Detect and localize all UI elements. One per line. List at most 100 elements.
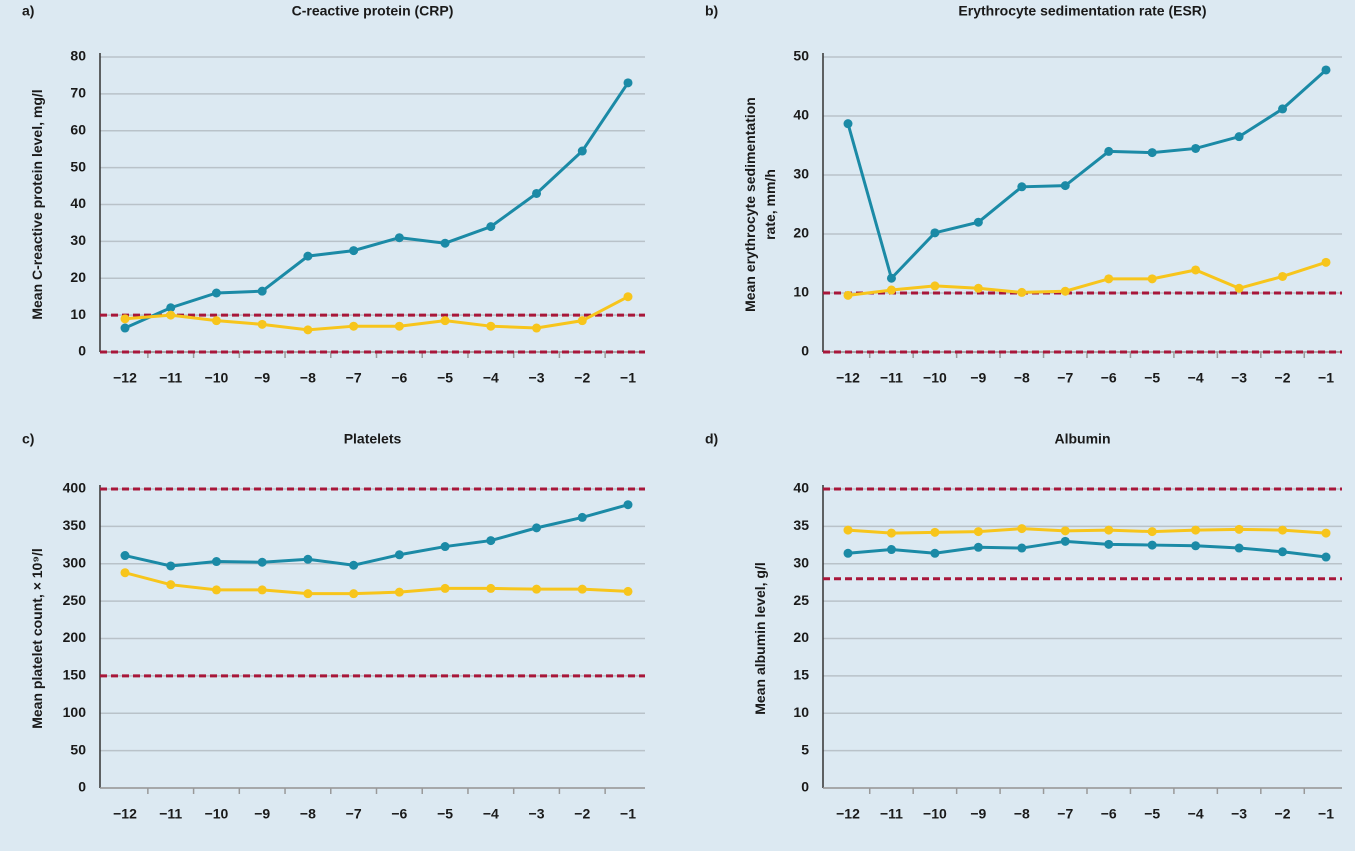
x-tick-label: −1 bbox=[1318, 370, 1334, 386]
y-tick-label: 30 bbox=[793, 554, 809, 570]
data-point bbox=[120, 551, 130, 561]
y-axis-label: Mean erythrocyte sedimentation rate, mm/h bbox=[742, 97, 778, 312]
chart-title: C-reactive protein (CRP) bbox=[292, 3, 454, 19]
x-tick-label: −10 bbox=[205, 370, 229, 386]
data-point bbox=[1191, 541, 1201, 551]
data-point bbox=[886, 273, 896, 283]
x-tick-label: −10 bbox=[923, 370, 947, 386]
data-point bbox=[1147, 527, 1157, 537]
y-tick-label: 35 bbox=[793, 517, 809, 533]
data-point bbox=[303, 325, 313, 335]
x-tick-label: −2 bbox=[1275, 806, 1291, 822]
x-tick-label: −12 bbox=[836, 370, 860, 386]
series-line bbox=[846, 68, 1328, 282]
x-tick-label: −9 bbox=[970, 806, 986, 822]
data-point bbox=[1234, 543, 1244, 553]
y-tick-label: 300 bbox=[63, 554, 87, 570]
data-point bbox=[577, 316, 587, 326]
data-point bbox=[930, 228, 940, 238]
data-point bbox=[166, 310, 176, 320]
data-point bbox=[843, 119, 853, 129]
data-point bbox=[577, 584, 587, 594]
data-point bbox=[349, 589, 359, 599]
y-tick-label: 30 bbox=[70, 232, 86, 248]
y-axis-label-line: Mean platelet count, × 10⁹/l bbox=[29, 548, 45, 729]
y-tick-label: 25 bbox=[793, 592, 809, 608]
data-point bbox=[166, 561, 176, 571]
data-point bbox=[1017, 287, 1027, 297]
y-tick-label: 400 bbox=[63, 480, 87, 496]
y-tick-label: 70 bbox=[70, 85, 86, 101]
data-point bbox=[257, 585, 267, 595]
y-tick-label: 0 bbox=[78, 779, 86, 795]
data-point bbox=[1278, 525, 1288, 535]
x-tick-label: −6 bbox=[391, 370, 407, 386]
series-line bbox=[847, 527, 1327, 535]
data-point bbox=[257, 557, 267, 567]
data-point bbox=[486, 536, 496, 546]
y-tick-label: 80 bbox=[70, 48, 86, 64]
x-tick-label: −5 bbox=[437, 806, 453, 822]
series-line bbox=[847, 260, 1327, 297]
data-point bbox=[1060, 526, 1070, 536]
series-line bbox=[124, 503, 629, 568]
data-point bbox=[886, 545, 896, 555]
data-point bbox=[1104, 539, 1114, 549]
x-tick-label: −9 bbox=[254, 370, 270, 386]
x-tick-label: −5 bbox=[1144, 806, 1160, 822]
data-point bbox=[440, 316, 450, 326]
data-point bbox=[1234, 283, 1244, 293]
x-tick-label: −11 bbox=[880, 806, 903, 822]
data-point bbox=[1234, 132, 1244, 142]
data-point bbox=[1147, 540, 1157, 550]
panel-label: c) bbox=[22, 431, 34, 447]
data-point bbox=[486, 222, 496, 232]
x-tick-label: −2 bbox=[574, 370, 590, 386]
data-point bbox=[440, 238, 450, 248]
data-point bbox=[120, 314, 130, 324]
y-tick-label: 50 bbox=[70, 741, 86, 757]
y-tick-label: 150 bbox=[63, 667, 87, 683]
x-tick-label: −12 bbox=[113, 370, 137, 386]
x-tick-label: −5 bbox=[437, 370, 453, 386]
data-point bbox=[1017, 182, 1027, 192]
y-tick-label: 60 bbox=[70, 121, 86, 137]
panel-label: b) bbox=[705, 3, 718, 19]
data-point bbox=[1147, 274, 1157, 284]
data-point bbox=[303, 554, 313, 564]
data-point bbox=[486, 321, 496, 331]
y-tick-label: 15 bbox=[793, 667, 809, 683]
data-point bbox=[486, 583, 496, 593]
data-point bbox=[930, 548, 940, 558]
y-axis-label: Mean platelet count, × 10⁹/l bbox=[29, 548, 45, 729]
chart-title: Albumin bbox=[1055, 431, 1111, 447]
y-tick-label: 5 bbox=[801, 741, 809, 757]
data-point bbox=[930, 281, 940, 291]
data-point bbox=[257, 286, 267, 296]
data-point bbox=[440, 542, 450, 552]
x-tick-label: −3 bbox=[1231, 370, 1247, 386]
data-point bbox=[532, 523, 542, 533]
y-tick-label: 20 bbox=[793, 225, 809, 241]
data-point bbox=[973, 217, 983, 227]
series-line bbox=[124, 571, 629, 596]
data-point bbox=[303, 251, 313, 261]
data-point bbox=[843, 290, 853, 300]
data-point bbox=[211, 288, 221, 298]
data-point bbox=[1060, 286, 1070, 296]
data-point bbox=[1321, 65, 1331, 75]
data-point bbox=[1321, 552, 1331, 562]
x-tick-label: −11 bbox=[159, 370, 182, 386]
data-point bbox=[211, 557, 221, 567]
data-point bbox=[623, 78, 633, 88]
y-axis-label-line: Mean albumin level, g/l bbox=[752, 562, 768, 714]
data-point bbox=[1060, 536, 1070, 546]
x-tick-label: −3 bbox=[529, 806, 545, 822]
x-tick-label: −12 bbox=[113, 806, 137, 822]
x-tick-label: −12 bbox=[836, 806, 860, 822]
x-tick-label: −3 bbox=[529, 370, 545, 386]
y-tick-label: 350 bbox=[63, 517, 87, 533]
data-point bbox=[1278, 104, 1288, 114]
x-tick-label: −6 bbox=[391, 806, 407, 822]
x-tick-label: −1 bbox=[620, 806, 636, 822]
